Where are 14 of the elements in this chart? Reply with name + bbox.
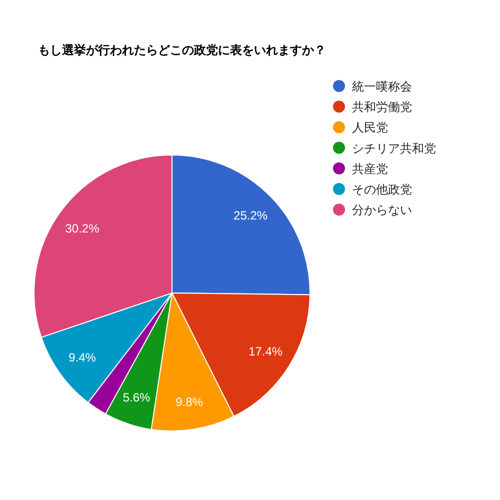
legend-label: 分からない — [352, 203, 412, 218]
chart-title: もし選挙が行われたらどこの政党に表をいれますか？ — [38, 43, 326, 57]
data-label: 5.6% — [122, 390, 151, 405]
data-label: 9.4% — [68, 350, 96, 364]
legend-label: その他政党 — [352, 182, 412, 196]
data-label: 30.2% — [65, 222, 100, 236]
legend-label: 共和労働党 — [352, 100, 412, 114]
data-label: 25.2% — [234, 208, 268, 222]
legend-label: 共産党 — [352, 162, 388, 176]
legend-label: シチリア共和党 — [352, 141, 436, 156]
data-label: 17.4% — [248, 344, 283, 359]
data-label: 9.8% — [176, 395, 204, 410]
legend-label: 統一嘆称会 — [352, 80, 412, 94]
legend-label: 人民党 — [352, 120, 388, 135]
